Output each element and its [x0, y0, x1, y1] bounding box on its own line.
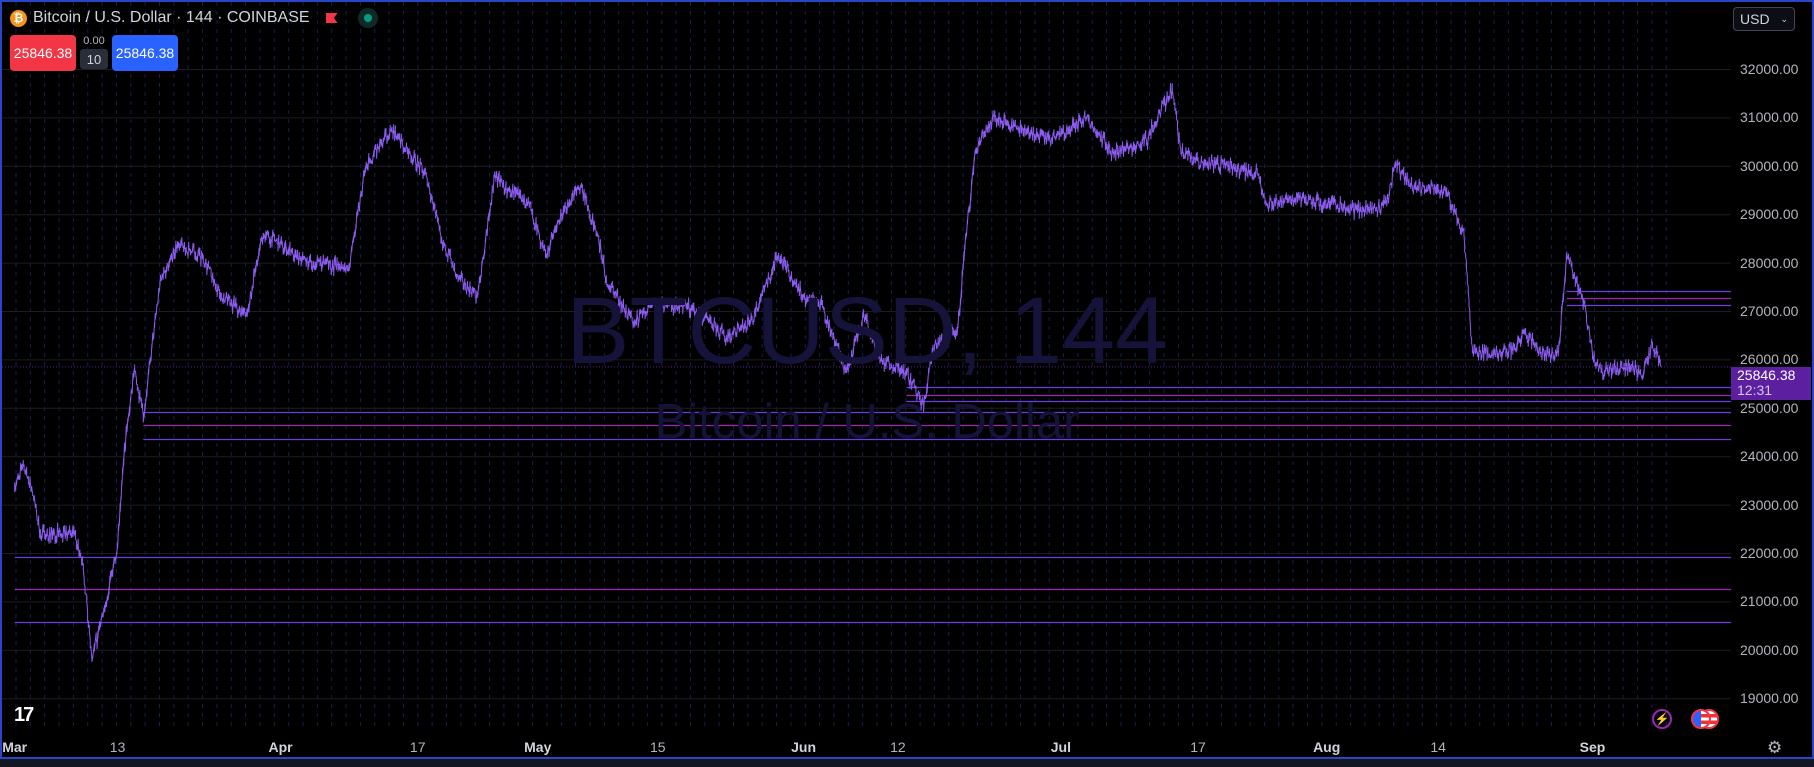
price-tick-label: 24000.00	[1740, 448, 1799, 465]
price-tick-label: 19000.00	[1740, 690, 1799, 707]
buy-button[interactable]: 25846.38	[112, 35, 178, 71]
watermark-description: Bitcoin / U.S. Dollar	[654, 395, 1080, 449]
symbol-title: Bitcoin / U.S. Dollar · 144 · COINBASE	[33, 9, 310, 26]
time-tick-label: 14	[1430, 739, 1446, 755]
last-price-tag: 25846.38 12:31	[1731, 367, 1811, 400]
price-tick-label: 25000.00	[1740, 399, 1799, 416]
time-tick-label: Jun	[791, 739, 817, 755]
symbol-header[interactable]: ₿ Bitcoin / U.S. Dollar · 144 · COINBASE	[10, 8, 378, 28]
us-flag-icon[interactable]	[1691, 709, 1711, 729]
price-tick-label: 21000.00	[1740, 593, 1799, 610]
time-tick-label: May	[524, 739, 552, 755]
sell-button[interactable]: 25846.38	[10, 35, 76, 71]
time-tick-label: Jul	[1050, 739, 1071, 755]
price-tick-label: 23000.00	[1740, 496, 1799, 513]
price-tick-label: 22000.00	[1740, 545, 1799, 561]
spread-value: 0.00	[83, 35, 105, 47]
last-price: 25846.38	[1737, 367, 1796, 383]
time-tick-label: 12	[890, 739, 906, 755]
flag-icon[interactable]	[325, 13, 338, 23]
gear-icon[interactable]: ⚙	[1767, 738, 1783, 757]
price-tick-label: 29000.00	[1740, 206, 1799, 223]
time-tick-label: 17	[409, 739, 426, 755]
price-tick-label: 28000.00	[1740, 254, 1799, 271]
time-tick-label: 15	[650, 739, 666, 755]
price-tick-label: 20000.00	[1740, 641, 1799, 658]
price-line	[14, 82, 1662, 662]
time-tick-label: Aug	[1313, 739, 1341, 755]
currency-value: USD	[1740, 11, 1770, 27]
price-tick-label: 30000.00	[1740, 157, 1799, 174]
bar-countdown: 12:31	[1737, 382, 1773, 398]
time-tick-label: Apr	[268, 739, 293, 755]
price-tick-label: 26000.00	[1740, 351, 1799, 368]
price-tick-label: 32000.00	[1740, 61, 1799, 77]
time-tick-label: Mar	[2, 739, 28, 755]
trade-panel: 25846.38 0.00 10 25846.38	[10, 35, 178, 71]
price-tick-label: 27000.00	[1740, 303, 1799, 319]
currency-select[interactable]: USD ⌄	[1733, 7, 1795, 31]
bitcoin-icon: ₿	[10, 9, 27, 27]
lightning-icon[interactable]: ⚡	[1652, 709, 1672, 729]
time-tick-label: Sep	[1579, 739, 1606, 755]
quantity-input[interactable]: 10	[80, 49, 108, 69]
time-tick-label: 13	[109, 739, 126, 755]
price-tick-label: 31000.00	[1740, 109, 1799, 126]
time-tick-label: 17	[1190, 739, 1206, 755]
market-open-dot-icon	[357, 8, 378, 28]
watermark-symbol: BTCUSD, 144	[566, 278, 1168, 384]
chevron-down-icon: ⌄	[1780, 13, 1788, 24]
tradingview-logo[interactable]: 17	[14, 704, 34, 726]
